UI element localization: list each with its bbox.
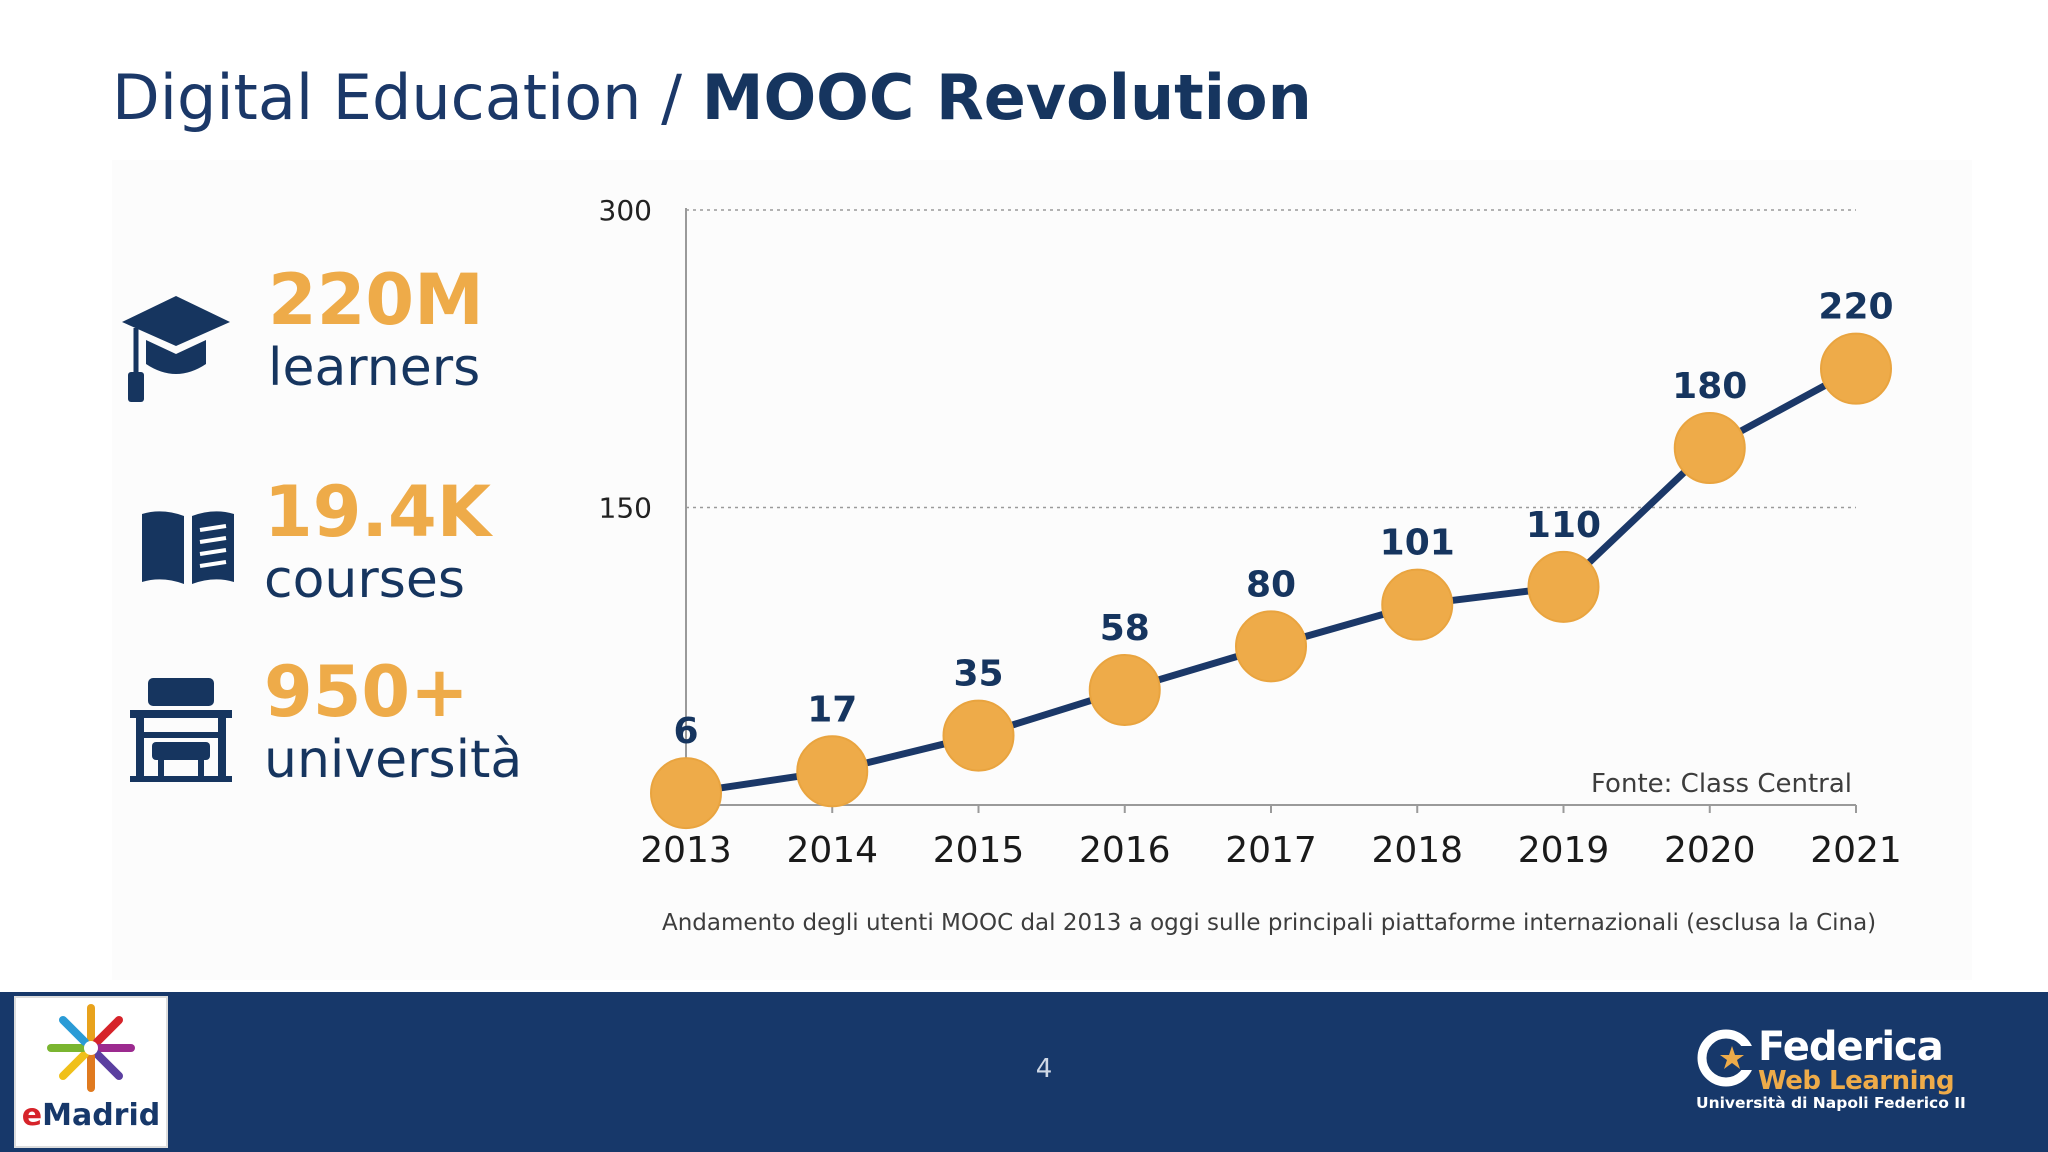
- x-tick-label: 2018: [1371, 830, 1463, 871]
- chart-source-annotation: Fonte: Class Central: [1591, 769, 1852, 799]
- data-point-marker: [1527, 550, 1600, 623]
- stat-value: 19.4K: [264, 471, 491, 553]
- data-label: 17: [807, 689, 857, 730]
- school-desk-icon: [128, 676, 234, 788]
- x-tick-label: 2017: [1225, 830, 1317, 871]
- data-point-marker: [1673, 412, 1746, 484]
- data-label: 80: [1246, 564, 1296, 605]
- x-tick-label: 2013: [640, 830, 732, 871]
- chart-caption: Andamento degli utenti MOOC dal 2013 a o…: [662, 910, 1877, 936]
- y-tick-label: 150: [599, 492, 652, 525]
- data-point-marker: [1820, 332, 1892, 405]
- title-bold: MOOC Revolution: [701, 61, 1312, 134]
- x-tick-label: 2016: [1079, 830, 1171, 871]
- data-label: 6: [673, 711, 698, 752]
- title-light: Digital Education /: [112, 61, 702, 134]
- data-point-marker: [650, 757, 722, 830]
- data-label: 110: [1526, 505, 1601, 546]
- federica-university: Università di Napoli Federico II: [1696, 1094, 1966, 1112]
- emadrid-starburst-icon: [47, 1004, 135, 1092]
- emadrid-logo-text: eMadrid: [21, 1098, 161, 1133]
- graduation-cap-icon: [120, 290, 232, 408]
- data-label: 101: [1380, 523, 1455, 564]
- x-tick-label: 2015: [933, 830, 1025, 871]
- federica-name: Federica: [1758, 1024, 1944, 1070]
- stat-label: università: [264, 730, 523, 790]
- emadrid-logo: eMadrid: [14, 996, 168, 1148]
- data-point-marker: [942, 699, 1015, 772]
- federica-emblem-icon: [1697, 1029, 1756, 1087]
- stat-universities: 950+ università: [264, 654, 522, 790]
- stat-value: 950+: [264, 651, 469, 733]
- slide-title: Digital Education / MOOC Revolution: [112, 58, 1312, 138]
- x-tick-label: 2019: [1518, 830, 1610, 871]
- stat-label: courses: [264, 550, 465, 610]
- x-tick-label: 2021: [1810, 830, 1902, 871]
- data-point-marker: [1088, 653, 1161, 726]
- y-tick-label: 300: [599, 194, 652, 227]
- data-label: 58: [1100, 608, 1150, 649]
- stat-learners: 220M learners: [268, 262, 484, 398]
- data-point-marker: [1381, 568, 1454, 641]
- x-tick-label: 2020: [1664, 830, 1756, 871]
- data-point-marker: [796, 735, 869, 808]
- data-label: 180: [1672, 366, 1747, 407]
- data-point-marker: [1235, 610, 1307, 683]
- data-label: 220: [1818, 287, 1893, 328]
- x-tick-label: 2014: [786, 830, 878, 871]
- data-label: 35: [953, 654, 1003, 695]
- federica-logo: Federica Web Learning Università di Napo…: [1690, 1024, 1966, 1144]
- content-area: [112, 160, 1972, 980]
- stat-courses: 19.4K courses: [264, 474, 491, 610]
- open-book-icon: [138, 508, 238, 592]
- stat-label: learners: [268, 338, 481, 398]
- federica-subtitle: Web Learning: [1758, 1066, 1955, 1096]
- stat-value: 220M: [268, 259, 484, 341]
- page-number: 4: [1035, 1054, 1053, 1084]
